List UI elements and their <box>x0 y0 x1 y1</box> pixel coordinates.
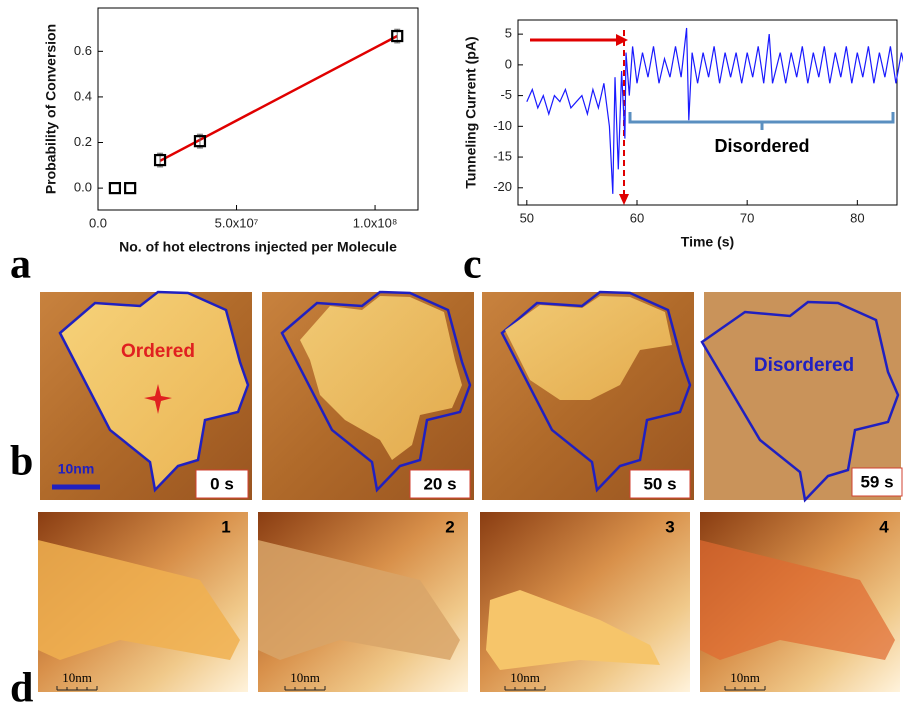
x-tick-label: 70 <box>740 210 754 225</box>
terrace <box>700 540 895 660</box>
terrace <box>38 540 240 660</box>
region <box>280 290 472 493</box>
x-tick-label: 50 <box>520 210 534 225</box>
plot-frame <box>97 7 419 211</box>
region <box>58 290 250 493</box>
image-number: 1 <box>221 517 230 536</box>
image-number: 4 <box>879 517 889 536</box>
scale-bar <box>56 686 98 691</box>
point <box>391 29 404 43</box>
plot-frame <box>517 19 898 206</box>
image-number: 2 <box>445 517 454 536</box>
scale-label: 10nm <box>510 670 540 685</box>
time-box <box>851 467 903 497</box>
region-label: Ordered <box>121 341 195 362</box>
region <box>500 290 692 493</box>
y-tick-label: 0.4 <box>74 88 92 103</box>
image-row-b: Ordered 10nm Disordered <box>40 290 901 503</box>
y-tick-label: 0.2 <box>74 134 92 149</box>
ordered-area <box>300 296 462 460</box>
x-axis-label: Time (s) <box>681 234 734 250</box>
scale-bar <box>724 686 766 691</box>
x-tick-label: 5.0x10⁷ <box>215 215 259 230</box>
y-tick-label: 0 <box>505 56 512 71</box>
scale-label: 10nm <box>290 670 320 685</box>
panel-letter: d <box>10 666 33 712</box>
x-tick-label: 1.0x10⁸ <box>353 215 398 230</box>
x-tick-label: 80 <box>850 210 864 225</box>
point <box>108 182 122 195</box>
y-tick-label: -5 <box>500 87 512 102</box>
time-label: 0 s <box>210 474 234 493</box>
point <box>124 182 137 195</box>
x-axis-label: No. of hot electrons injected per Molecu… <box>119 239 397 255</box>
scale-bar <box>504 686 546 691</box>
row-d-labels: 1 2 3 4 10nm 10nm 10nm 10nm <box>56 517 889 691</box>
panel-letter: b <box>10 439 33 485</box>
image-number: 3 <box>665 517 674 536</box>
time-box <box>409 469 471 499</box>
time-label: 50 s <box>643 474 676 493</box>
panel-letter: c <box>463 242 482 288</box>
panel-letter: a <box>10 242 31 288</box>
data-line <box>526 27 903 194</box>
y-tick-label: 0.6 <box>74 43 92 58</box>
region <box>700 300 900 503</box>
x-tick-label: 60 <box>630 210 644 225</box>
y-tick-label: -15 <box>493 148 512 163</box>
time-label: 59 s <box>860 472 893 491</box>
annotation: Disordered <box>714 136 809 156</box>
scale-label: 10nm <box>62 670 92 685</box>
marker-head <box>619 194 629 205</box>
arrow-head <box>616 34 628 46</box>
region-label: Disordered <box>754 355 854 376</box>
y-tick-label: 5 <box>505 26 512 41</box>
terrace <box>486 590 660 670</box>
tip-marker <box>144 384 172 414</box>
x-tick-label: 0.0 <box>89 215 107 230</box>
stm-image <box>704 292 901 500</box>
time-labels: 0 s 20 s 50 s 59 s <box>195 467 903 499</box>
time-label: 20 s <box>423 474 456 493</box>
scale-label: 10nm <box>730 670 760 685</box>
y-axis-label: Tunneling Current (pA) <box>463 36 479 188</box>
point <box>153 153 167 167</box>
y-tick-label: 0.0 <box>74 180 92 195</box>
ordered-area <box>505 296 672 400</box>
y-axis-label: Probability of Conversion <box>43 24 59 194</box>
scale-label: 10nm <box>58 461 95 477</box>
scale-bar <box>284 686 326 691</box>
bracket <box>628 112 895 130</box>
time-box <box>629 469 691 499</box>
image-row-d <box>38 512 900 692</box>
terrace <box>258 540 460 660</box>
y-tick-label: -10 <box>493 118 512 133</box>
y-tick-label: -20 <box>493 179 512 194</box>
point <box>193 135 207 148</box>
time-box <box>195 469 249 499</box>
